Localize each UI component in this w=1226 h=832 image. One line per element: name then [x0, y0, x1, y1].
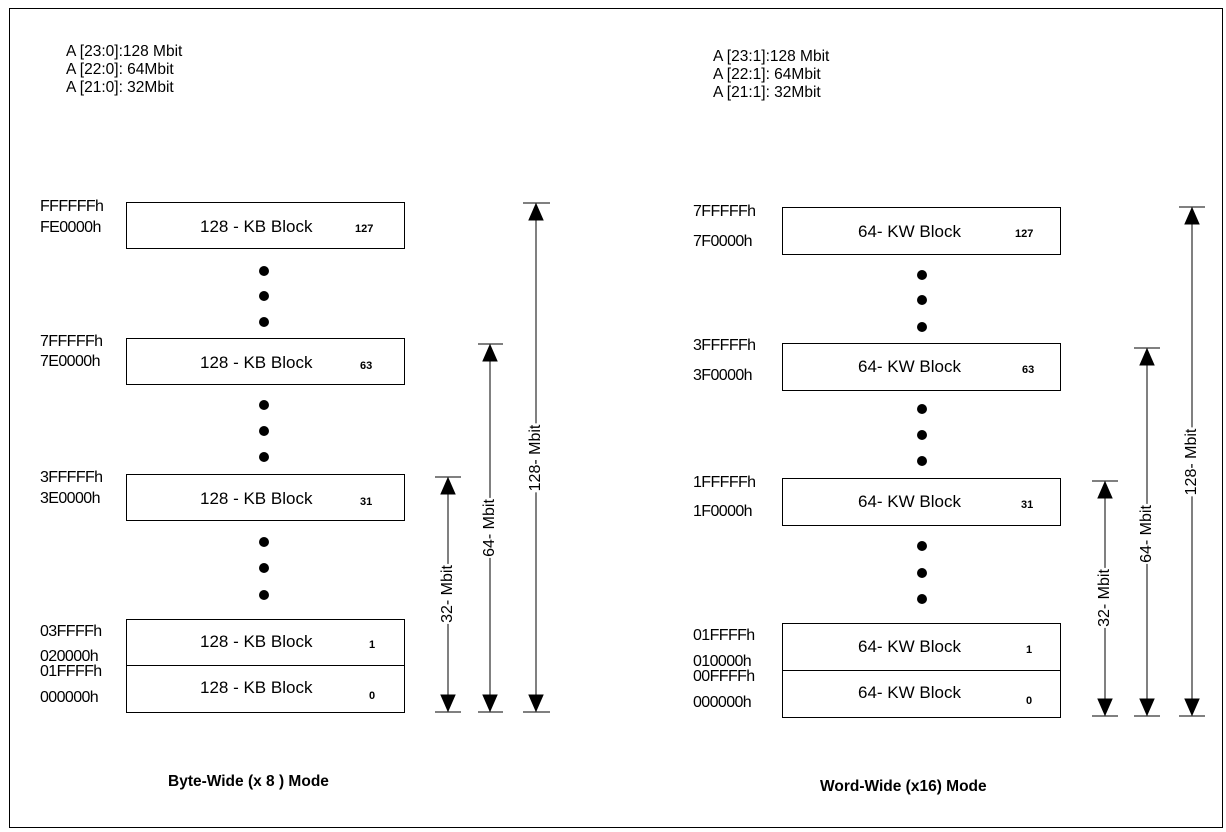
left-block-1-bottom-addr: 020000h — [40, 648, 99, 665]
right-block-0-top-addr: 00FFFFh — [693, 668, 755, 685]
ellipsis-dot — [259, 317, 269, 327]
block-number: 0 — [369, 690, 376, 702]
right-block-1-bottom-addr: 010000h — [693, 653, 752, 670]
left-block-0: 128 - KB Block 0 — [126, 665, 405, 713]
right-label-32-mbit: 32- Mbit — [1096, 568, 1114, 628]
block-number: 127 — [1015, 228, 1034, 240]
right-block-0-bottom-addr: 000000h — [693, 694, 752, 711]
right-label-128-mbit: 128- Mbit — [1183, 427, 1201, 497]
right-header-line-2: A [22:1]: 64Mbit — [713, 66, 821, 83]
ellipsis-dot — [917, 568, 927, 578]
block-number: 31 — [360, 496, 373, 508]
block-label: 128 - KB Block — [200, 632, 313, 651]
left-block-31: 128 - KB Block 31 — [126, 474, 405, 521]
left-block-0-top-addr: 01FFFFh — [40, 663, 102, 680]
left-label-64-mbit: 64- Mbit — [481, 498, 499, 558]
ellipsis-dot — [917, 456, 927, 466]
block-number: 63 — [1022, 364, 1035, 376]
block-label: 64- KW Block — [858, 492, 961, 511]
left-block-63-top-addr: 7FFFFFh — [40, 333, 103, 350]
block-label: 128 - KB Block — [200, 217, 313, 236]
ellipsis-dot — [259, 266, 269, 276]
left-label-32-mbit: 32- Mbit — [439, 564, 457, 624]
right-block-127-top-addr: 7FFFFFh — [693, 203, 756, 220]
left-block-127: 128 - KB Block 127 — [126, 202, 405, 249]
right-block-31-bottom-addr: 1F0000h — [693, 503, 753, 520]
ellipsis-dot — [259, 291, 269, 301]
right-block-31: 64- KW Block 31 — [782, 478, 1061, 526]
block-label: 128 - KB Block — [200, 353, 313, 372]
ellipsis-dot — [259, 563, 269, 573]
block-number: 63 — [360, 360, 373, 372]
left-label-128-mbit: 128- Mbit — [527, 423, 545, 493]
right-header-line-1: A [23:1]:128 Mbit — [713, 48, 830, 65]
block-number: 0 — [1026, 695, 1033, 707]
ellipsis-dot — [917, 541, 927, 551]
left-block-1-top-addr: 03FFFFh — [40, 623, 102, 640]
right-block-31-top-addr: 1FFFFFh — [693, 474, 756, 491]
right-arrow-64 — [1134, 347, 1160, 717]
left-block-63-bottom-addr: 7E0000h — [40, 353, 100, 370]
block-number: 127 — [355, 223, 374, 235]
ellipsis-dot — [917, 322, 927, 332]
block-label: 64- KW Block — [858, 357, 961, 376]
right-label-64-mbit: 64- Mbit — [1138, 504, 1156, 564]
left-header-line-3: A [21:0]: 32Mbit — [66, 79, 174, 96]
block-label: 128 - KB Block — [200, 678, 313, 697]
left-block-127-bottom-addr: FE0000h — [40, 219, 101, 236]
right-block-127: 64- KW Block 127 — [782, 207, 1061, 255]
ellipsis-dot — [917, 594, 927, 604]
ellipsis-dot — [917, 430, 927, 440]
right-block-0: 64- KW Block 0 — [782, 670, 1061, 718]
left-block-127-top-addr: FFFFFFh — [40, 198, 104, 215]
diagram-frame — [9, 8, 1223, 828]
ellipsis-dot — [259, 400, 269, 410]
right-block-63-top-addr: 3FFFFFh — [693, 337, 756, 354]
block-number: 31 — [1021, 499, 1034, 511]
left-block-31-top-addr: 3FFFFFh — [40, 469, 103, 486]
left-block-31-bottom-addr: 3E0000h — [40, 490, 100, 507]
right-mode-title: Word-Wide (x16) Mode — [820, 778, 987, 795]
left-mode-title: Byte-Wide (x 8 ) Mode — [168, 773, 329, 790]
ellipsis-dot — [917, 270, 927, 280]
left-block-0-bottom-addr: 000000h — [40, 689, 99, 706]
ellipsis-dot — [917, 404, 927, 414]
right-block-63-bottom-addr: 3F0000h — [693, 367, 753, 384]
left-block-63: 128 - KB Block 63 — [126, 338, 405, 385]
ellipsis-dot — [259, 426, 269, 436]
right-block-127-bottom-addr: 7F0000h — [693, 233, 753, 250]
left-header-line-1: A [23:0]:128 Mbit — [66, 43, 183, 60]
ellipsis-dot — [259, 590, 269, 600]
block-label: 64- KW Block — [858, 637, 961, 656]
ellipsis-dot — [259, 452, 269, 462]
block-number: 1 — [369, 639, 376, 651]
right-block-1-top-addr: 01FFFFh — [693, 627, 755, 644]
ellipsis-dot — [917, 295, 927, 305]
right-block-63: 64- KW Block 63 — [782, 343, 1061, 391]
left-header-line-2: A [22:0]: 64Mbit — [66, 61, 174, 78]
block-label: 64- KW Block — [858, 683, 961, 702]
left-block-1: 128 - KB Block 1 — [126, 619, 405, 666]
ellipsis-dot — [259, 537, 269, 547]
block-number: 1 — [1026, 644, 1033, 656]
right-block-1: 64- KW Block 1 — [782, 623, 1061, 671]
right-header-line-3: A [21:1]: 32Mbit — [713, 84, 821, 101]
block-label: 64- KW Block — [858, 222, 961, 241]
block-label: 128 - KB Block — [200, 489, 313, 508]
